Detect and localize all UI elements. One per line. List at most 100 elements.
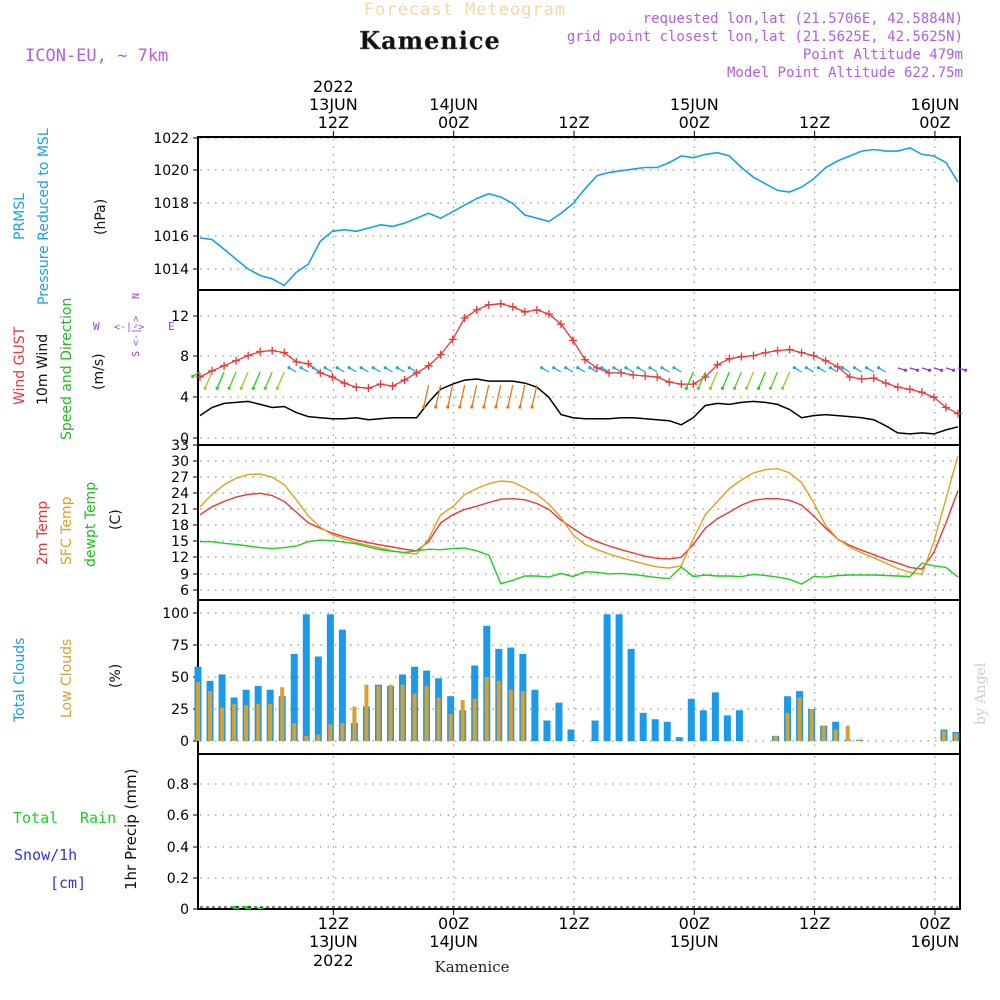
cloud-labels: Total Clouds Low Clouds (%): [12, 638, 124, 723]
gust-marker: [857, 375, 866, 384]
panel-frame: [197, 444, 961, 601]
low-cloud-bar: [797, 697, 802, 741]
y-tick-label: 15: [171, 534, 189, 550]
wind-arrow-head: [287, 366, 291, 370]
gust-marker: [340, 379, 349, 388]
wind-arrow-head: [299, 366, 303, 370]
wind-arrow: [216, 371, 225, 389]
wind-arrow-head: [720, 386, 725, 390]
total-cloud-bar: [314, 656, 322, 741]
total-cloud-bar: [735, 710, 743, 741]
gust-marker: [244, 351, 253, 360]
bottom-date-label: 15JUN: [670, 932, 719, 951]
y-tick-label: 1020: [153, 163, 189, 179]
model-label: ICON-EU, ~ 7km: [25, 46, 168, 66]
precip-unit: 1hr Precip (mm): [122, 769, 140, 890]
low-cloud-bar: [941, 730, 946, 741]
gust-marker: [713, 360, 722, 369]
rain-bar: [257, 907, 264, 909]
wind-arrow-head: [756, 386, 761, 390]
y-tick-label: 6: [180, 583, 189, 599]
cloud-label-low: Low Clouds: [59, 639, 75, 718]
pressure-label-prmsl: PRMSL: [12, 193, 28, 240]
low-cloud-bar: [821, 725, 826, 741]
wind-arrow-head: [275, 386, 279, 390]
gust-marker: [232, 356, 241, 365]
low-cloud-bar: [508, 689, 513, 741]
wind-arrow-head: [359, 366, 363, 370]
wind-arrow: [435, 384, 442, 408]
gust-marker: [448, 335, 457, 344]
low-cloud-bar: [448, 714, 453, 741]
wind-arrow-head: [696, 386, 700, 390]
wind-speed-line: [199, 378, 959, 435]
gust-line: [199, 303, 959, 415]
bottom-date-label: 16JUN: [911, 932, 960, 951]
low-cloud-bar: [232, 703, 237, 741]
low-cloud-bar: [424, 685, 429, 741]
gust-marker: [797, 348, 806, 357]
gust-marker: [268, 346, 277, 355]
y-tick-label: 0: [180, 902, 189, 918]
gust-marker: [677, 380, 686, 389]
gust-marker: [532, 305, 541, 314]
wind-arrow: [697, 371, 706, 389]
compass-s: S: [131, 351, 142, 357]
low-cloud-bar: [316, 734, 321, 741]
gust-marker: [304, 359, 313, 368]
bottom-time-label: 00Z: [438, 914, 469, 933]
y-tick-label: 0.2: [167, 871, 189, 887]
y-tick-label: 0.8: [167, 777, 189, 793]
wind-arrow: [531, 384, 538, 408]
wind-arrow-head: [660, 366, 664, 370]
y-tick-label: 1018: [153, 196, 189, 212]
bottom-date-label: 14JUN: [429, 932, 478, 951]
total-cloud-bar: [591, 720, 599, 741]
pressure-label-msl: Pressure Reduced to MSL: [36, 128, 52, 305]
low-cloud-bar: [196, 682, 200, 741]
wind-arrow-head: [744, 386, 749, 390]
compass-e: E: [168, 320, 175, 333]
y-tick-label: 18: [171, 518, 189, 534]
gust-marker: [893, 383, 902, 392]
temperature-labels: 2m Temp SFC Temp dewpt Temp (C): [35, 482, 124, 567]
total-cloud-bar: [603, 614, 611, 741]
wind-arrow-head: [552, 366, 556, 370]
top-date-label: 14JUN: [429, 95, 478, 114]
low-cloud-bar: [352, 706, 357, 741]
requested-coords: requested lon,lat (21.5706E, 42.5884N): [643, 11, 963, 27]
temp-label-dewpt: dewpt Temp: [83, 482, 99, 567]
gust-marker: [412, 368, 421, 377]
compass-n: N: [131, 293, 142, 299]
y-tick-label: 30: [171, 454, 189, 470]
bottom-time-label: 12Z: [318, 914, 349, 933]
bottom-time-label: 12Z: [799, 914, 830, 933]
bottom-time-label: 12Z: [558, 914, 589, 933]
y-tick-label: 9: [180, 567, 189, 583]
wind-label-gust: Wind GUST: [12, 326, 28, 405]
grid-point-coords: grid point closest lon,lat (21.5625E, 42…: [567, 29, 963, 45]
gust-marker: [196, 373, 204, 381]
wind-arrow: [685, 371, 694, 389]
pressure-unit: (hPa): [93, 199, 109, 235]
wind-arrow-head: [876, 366, 881, 370]
gust-marker: [472, 305, 481, 314]
low-cloud-bar: [400, 684, 405, 741]
wind-arrow: [459, 384, 466, 408]
top-time-label: 12Z: [558, 113, 589, 132]
wind-arrow-head: [347, 366, 351, 370]
low-cloud-bar: [472, 698, 477, 741]
wind-arrow-head: [939, 368, 944, 372]
wind-arrow-head: [251, 386, 255, 390]
top-date-label: 16JUN: [911, 95, 960, 114]
wind-arrow-head: [840, 366, 845, 370]
low-cloud-bar: [833, 729, 838, 741]
wind-arrow: [757, 371, 767, 389]
gust-marker: [568, 336, 577, 345]
wind-arrow: [240, 371, 249, 389]
y-tick-label: 21: [171, 502, 189, 518]
total-cloud-bar: [699, 710, 707, 741]
wind-arrow-head: [227, 386, 231, 390]
low-cloud-bar: [484, 677, 489, 741]
gust-marker: [737, 352, 746, 361]
